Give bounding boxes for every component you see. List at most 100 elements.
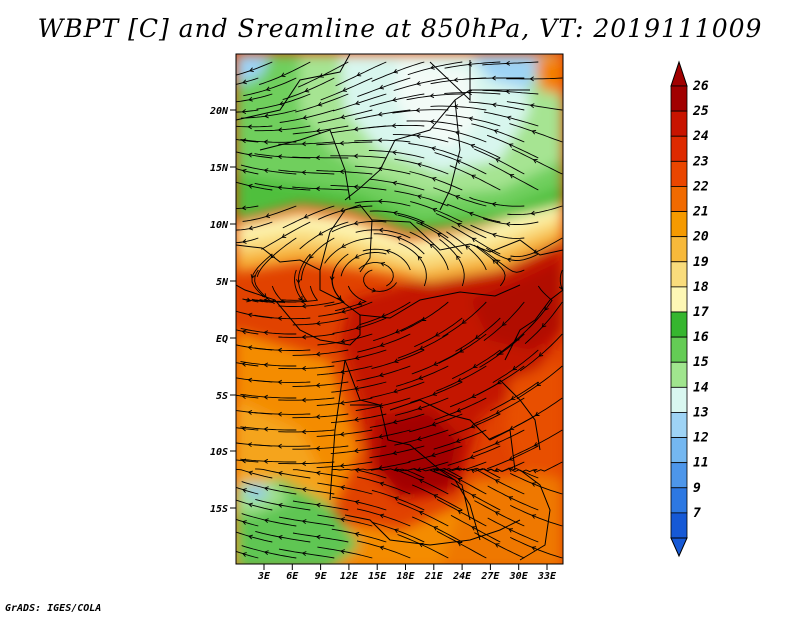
streamline-arrow [418,478,424,484]
streamline-arrow [538,352,544,357]
streamline-arrow [385,249,391,254]
streamline-arrow [379,545,385,551]
streamline-arrow [512,365,518,371]
streamline-arrow [339,400,345,406]
streamline-arrow [495,259,501,264]
streamline [430,105,487,111]
streamline [240,139,297,143]
streamline-arrow [393,388,398,394]
streamline [468,77,525,80]
lat-label-10s: 10S [210,447,228,458]
streamline [483,111,539,127]
streamline-arrow [354,254,360,259]
streamline-arrow [470,468,476,474]
streamline [278,333,335,338]
streamline-arrow [263,362,269,368]
streamline-arrow [379,513,385,519]
streamline [373,233,425,255]
streamline [406,120,463,127]
streamline [301,237,335,281]
streamline [254,125,311,132]
streamline-arrow [249,67,254,73]
streamline-arrow [432,207,438,213]
streamline [445,114,501,127]
streamline [474,468,525,495]
streamline [371,61,425,82]
streamline-arrow [263,518,269,524]
streamline [236,427,259,431]
streamline [251,298,297,303]
streamline-arrow [433,494,439,499]
streamline [486,247,539,261]
streamline-arrow [377,198,383,204]
streamline [255,530,311,543]
streamline [316,170,373,175]
streamline-arrow [315,470,321,476]
streamline-arrow [342,87,347,92]
streamline-arrow [277,443,282,449]
streamline [261,221,311,250]
colorbar-label-24: 24 [692,129,709,144]
streamline-arrow [471,393,477,399]
streamline [471,123,525,143]
streamline [256,237,297,278]
streamline-arrow [471,526,477,531]
streamline [369,445,425,459]
streamline-arrow [416,80,421,86]
streamline [474,532,525,559]
streamline-arrow [391,123,397,129]
streamline [444,92,501,95]
streamline-arrow [416,436,422,442]
streamline [447,203,501,223]
streamline [355,229,411,239]
streamline [449,467,501,479]
streamline [355,109,411,120]
streamline [370,468,425,479]
streamline-arrow [415,107,421,113]
colorbar-swatch [670,487,688,514]
streamline-arrow [378,372,384,378]
colorbar-label-15: 15 [693,355,709,370]
streamline-arrow [457,377,463,383]
streamline [414,317,463,348]
streamline [340,252,387,277]
streamline-arrow [304,87,310,93]
streamline-arrow [242,488,247,493]
streamline-arrow [248,470,253,476]
streamline-arrow [354,385,359,391]
streamline [509,123,563,143]
streamline-arrow [470,423,476,429]
streamline-arrow [296,279,301,284]
streamline [236,550,259,559]
streamline-arrow [393,496,399,501]
streamline [468,101,525,111]
streamline [479,333,525,368]
colorbar-bottom-arrow [670,537,688,558]
streamline [254,444,311,447]
streamline-arrow [529,103,535,109]
colorbar-label-20: 20 [692,230,709,245]
streamline [278,516,335,527]
streamline [409,413,463,433]
streamline-arrow [494,543,500,548]
streamline [433,429,487,450]
streamline-arrow [247,409,253,415]
colorbar-label-23: 23 [692,154,709,169]
streamline-arrow [341,243,346,248]
streamline-arrow [509,174,515,179]
streamline-arrow [508,528,514,533]
streamline [242,205,297,222]
streamline-arrow [432,468,438,473]
streamline-arrow [354,499,360,505]
streamline-arrow [277,534,283,540]
streamline-arrow [263,168,269,174]
streamline [236,125,273,128]
lon-label-15e: 15E [368,571,387,582]
lon-label-30e: 30E [509,571,529,582]
streamline [449,381,501,408]
streamline [331,468,387,479]
streamline [279,109,335,123]
streamline [356,365,411,382]
streamline [240,426,297,431]
streamline [559,269,563,292]
